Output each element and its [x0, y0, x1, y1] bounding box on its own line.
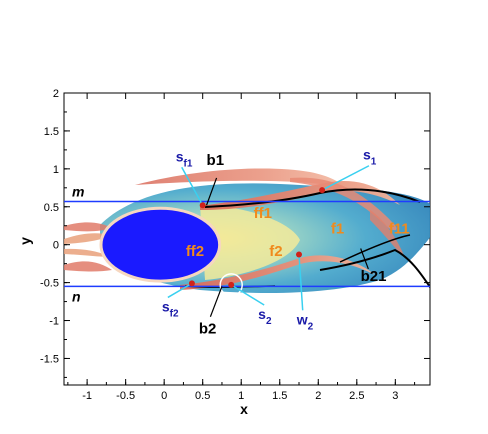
shear-layer-upper-left-2 [64, 233, 112, 244]
x-tick-label: 3 [392, 390, 398, 402]
x-tick-label: 1.5 [272, 390, 287, 402]
s2-highlight-circle [219, 273, 243, 297]
annotation-f1: f1 [331, 220, 344, 237]
annotations-orange: ff1 ff2 f2 f1 f11 [186, 205, 410, 260]
annotation-b21: b21 [361, 268, 387, 285]
x-tick-label: 2 [315, 390, 321, 402]
leader-w2 [298, 254, 304, 311]
leader-b21 [360, 248, 369, 270]
annotation-ff1: ff1 [254, 205, 272, 222]
streak-b21 [319, 248, 430, 289]
line-label-m: m [72, 183, 84, 199]
cylinder [99, 206, 222, 283]
annotation-subscript: 2 [308, 321, 314, 332]
annotation-b1: b1 [207, 152, 225, 169]
shear-layer-upper-1 [135, 168, 345, 188]
near-wake-region [200, 205, 300, 280]
leader-s2 [230, 284, 265, 306]
shear-layer-lower-1 [180, 255, 375, 290]
annotation-sf2: sf2 [162, 298, 179, 319]
leader-b2 [209, 286, 223, 317]
y-tick-label: -0.5 [40, 278, 59, 290]
y-tick-label: 0.5 [44, 202, 59, 214]
reference-lines [64, 200, 430, 288]
y-tick-label: 2 [53, 88, 59, 100]
annotation-subscript: f1 [184, 158, 193, 169]
annotation-leaders [167, 165, 370, 317]
y-tick-label: 1 [53, 164, 59, 176]
leader-sf1 [181, 166, 204, 206]
y-axis-title: y [17, 237, 33, 245]
annotation-main: s [176, 148, 184, 164]
x-tick-label: -0.5 [116, 390, 135, 402]
annotation-main: s [258, 306, 266, 322]
annotation-s1: s1 [363, 147, 377, 168]
annotation-f11: f11 [389, 220, 410, 237]
leader-sf2 [167, 282, 193, 299]
x-tick-label: 0 [161, 390, 167, 402]
line-labels: mn [72, 183, 84, 304]
y-tick-label: -1.5 [40, 353, 59, 365]
x-tick-label: 0.5 [195, 390, 210, 402]
annotation-ff2: ff2 [186, 243, 204, 260]
annotation-subscript: 1 [371, 157, 377, 168]
line-label-n: n [72, 288, 81, 304]
y-tick-label: 0 [53, 240, 59, 252]
critical-points [188, 187, 326, 288]
point-sf1 [199, 202, 206, 209]
y-axis: 2 1.5 1 0.5 0 -0.5 -1 -1.5 [40, 88, 430, 378]
leader-s1 [321, 165, 370, 191]
annotation-subscript: 2 [266, 316, 272, 327]
annotation-main: w [296, 311, 308, 327]
point-s1 [319, 187, 326, 194]
x-tick: 0.5 [195, 93, 210, 402]
x-axis: -1 -0.5 0 0.5 1 1.5 2 2.5 3 [67, 93, 416, 402]
annotation-w2: w2 [296, 311, 314, 332]
annotation-b2: b2 [199, 320, 217, 337]
shear-layer-upper-4 [370, 210, 405, 258]
x-axis-title: x [240, 401, 248, 417]
shear-layer-lower-2 [64, 261, 112, 272]
shear-layer-lower-left-2 [64, 248, 112, 257]
x-tick-label: -1 [82, 390, 92, 402]
leader-b1 [205, 177, 218, 206]
y-tick-label: 1.5 [44, 126, 59, 138]
annotation-sf1: sf1 [176, 148, 193, 169]
annotation-main: s [363, 147, 371, 163]
x-tick-label: 2.5 [349, 390, 364, 402]
shear-layer-upper-left [64, 222, 112, 232]
shear-layer-upper-2 [200, 181, 400, 210]
point-w2 [296, 251, 303, 258]
streak-upper [204, 188, 421, 208]
streak-b21-2 [339, 234, 411, 263]
annotation-main: s [162, 298, 170, 314]
contour-field [64, 168, 430, 293]
annotation-subscript: f2 [170, 308, 179, 319]
y-tick-label: -1 [49, 316, 59, 328]
annotation-s2: s2 [258, 306, 272, 327]
annotations-black: b1 b2 b21 [199, 152, 387, 337]
point-s2 [228, 281, 235, 288]
point-sf2 [188, 280, 195, 287]
x-tick-label: 1 [238, 390, 244, 402]
annotation-f2: f2 [269, 243, 282, 260]
